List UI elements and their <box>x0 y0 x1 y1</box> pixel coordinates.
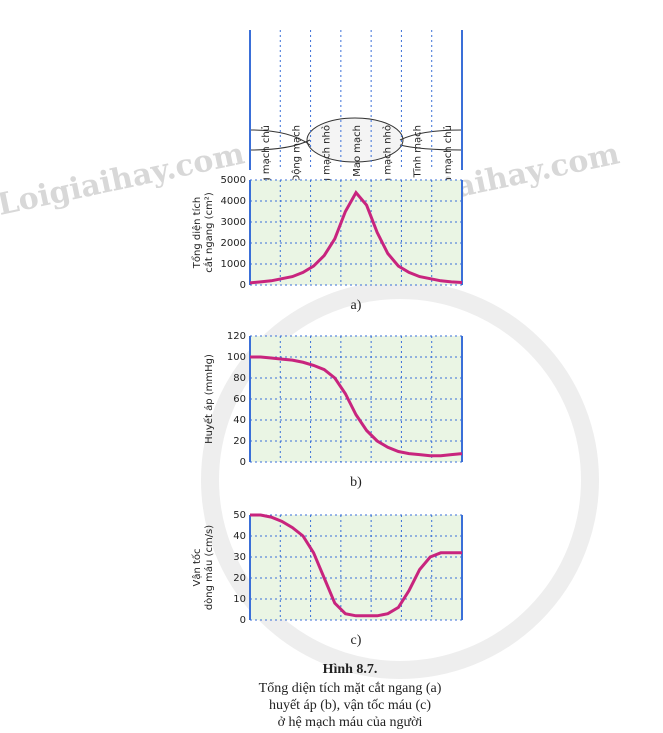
y-axis-label: cắt ngang (cm²) <box>202 192 215 273</box>
y-tick-label: 5000 <box>221 175 246 186</box>
y-tick-label: 10 <box>233 594 246 605</box>
y-tick-label: 0 <box>240 615 246 626</box>
figure-title: Hình 8.7. <box>323 662 378 677</box>
figure-caption: ở hệ mạch máu của người <box>278 715 423 730</box>
y-tick-label: 100 <box>227 352 246 363</box>
y-axis-label: dòng máu (cm/s) <box>203 525 215 610</box>
vessel-drawing <box>249 129 463 151</box>
line-series <box>250 355 463 458</box>
y-tick-label: 0 <box>240 457 246 468</box>
y-tick-label: 20 <box>233 573 246 584</box>
plot-area <box>250 180 462 285</box>
y-tick-label: 3000 <box>221 217 246 228</box>
figure-caption: huyết áp (b), vận tốc máu (c) <box>269 698 431 713</box>
y-tick-label: 30 <box>233 552 246 563</box>
y-tick-label: 0 <box>240 280 246 291</box>
vessel-label: Động mạch <box>290 125 302 182</box>
chart-caption: a) <box>351 298 362 313</box>
y-tick-label: 80 <box>233 373 246 384</box>
line-series <box>249 189 463 285</box>
y-tick-label: 50 <box>233 510 246 521</box>
capillary-bed <box>306 117 404 163</box>
y-tick-label: 2000 <box>221 238 246 249</box>
watermark-logo <box>201 281 599 679</box>
y-tick-label: 120 <box>227 331 246 342</box>
chart-caption: b) <box>350 475 362 490</box>
y-axis-label: Vận tốc <box>191 548 203 586</box>
vessel-label: Tĩnh mạch <box>413 125 424 178</box>
y-tick-label: 1000 <box>221 259 246 270</box>
vessel-label: Mao mạch <box>352 125 363 177</box>
y-tick-label: 40 <box>233 415 246 426</box>
y-axis-label: Huyết áp (mmHg) <box>203 354 215 444</box>
y-tick-label: 4000 <box>221 196 246 207</box>
chart-caption: c) <box>351 633 362 648</box>
line-series <box>250 513 462 618</box>
figure-caption: Tổng diện tích mặt cắt ngang (a) <box>259 681 442 696</box>
plot-area <box>250 515 462 620</box>
y-tick-label: 20 <box>233 436 246 447</box>
y-axis-label: Tổng diện tích <box>190 197 203 269</box>
y-tick-label: 60 <box>233 394 246 405</box>
y-tick-label: 40 <box>233 531 246 542</box>
